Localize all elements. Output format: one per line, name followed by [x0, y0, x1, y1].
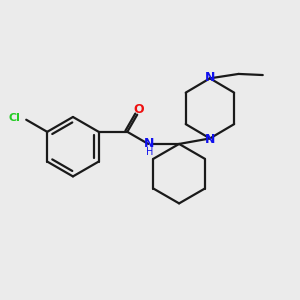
- Text: O: O: [133, 103, 144, 116]
- Text: N: N: [205, 71, 215, 84]
- Text: H: H: [146, 147, 153, 157]
- Text: N: N: [144, 137, 154, 150]
- Text: N: N: [205, 133, 215, 146]
- Text: Cl: Cl: [9, 112, 21, 122]
